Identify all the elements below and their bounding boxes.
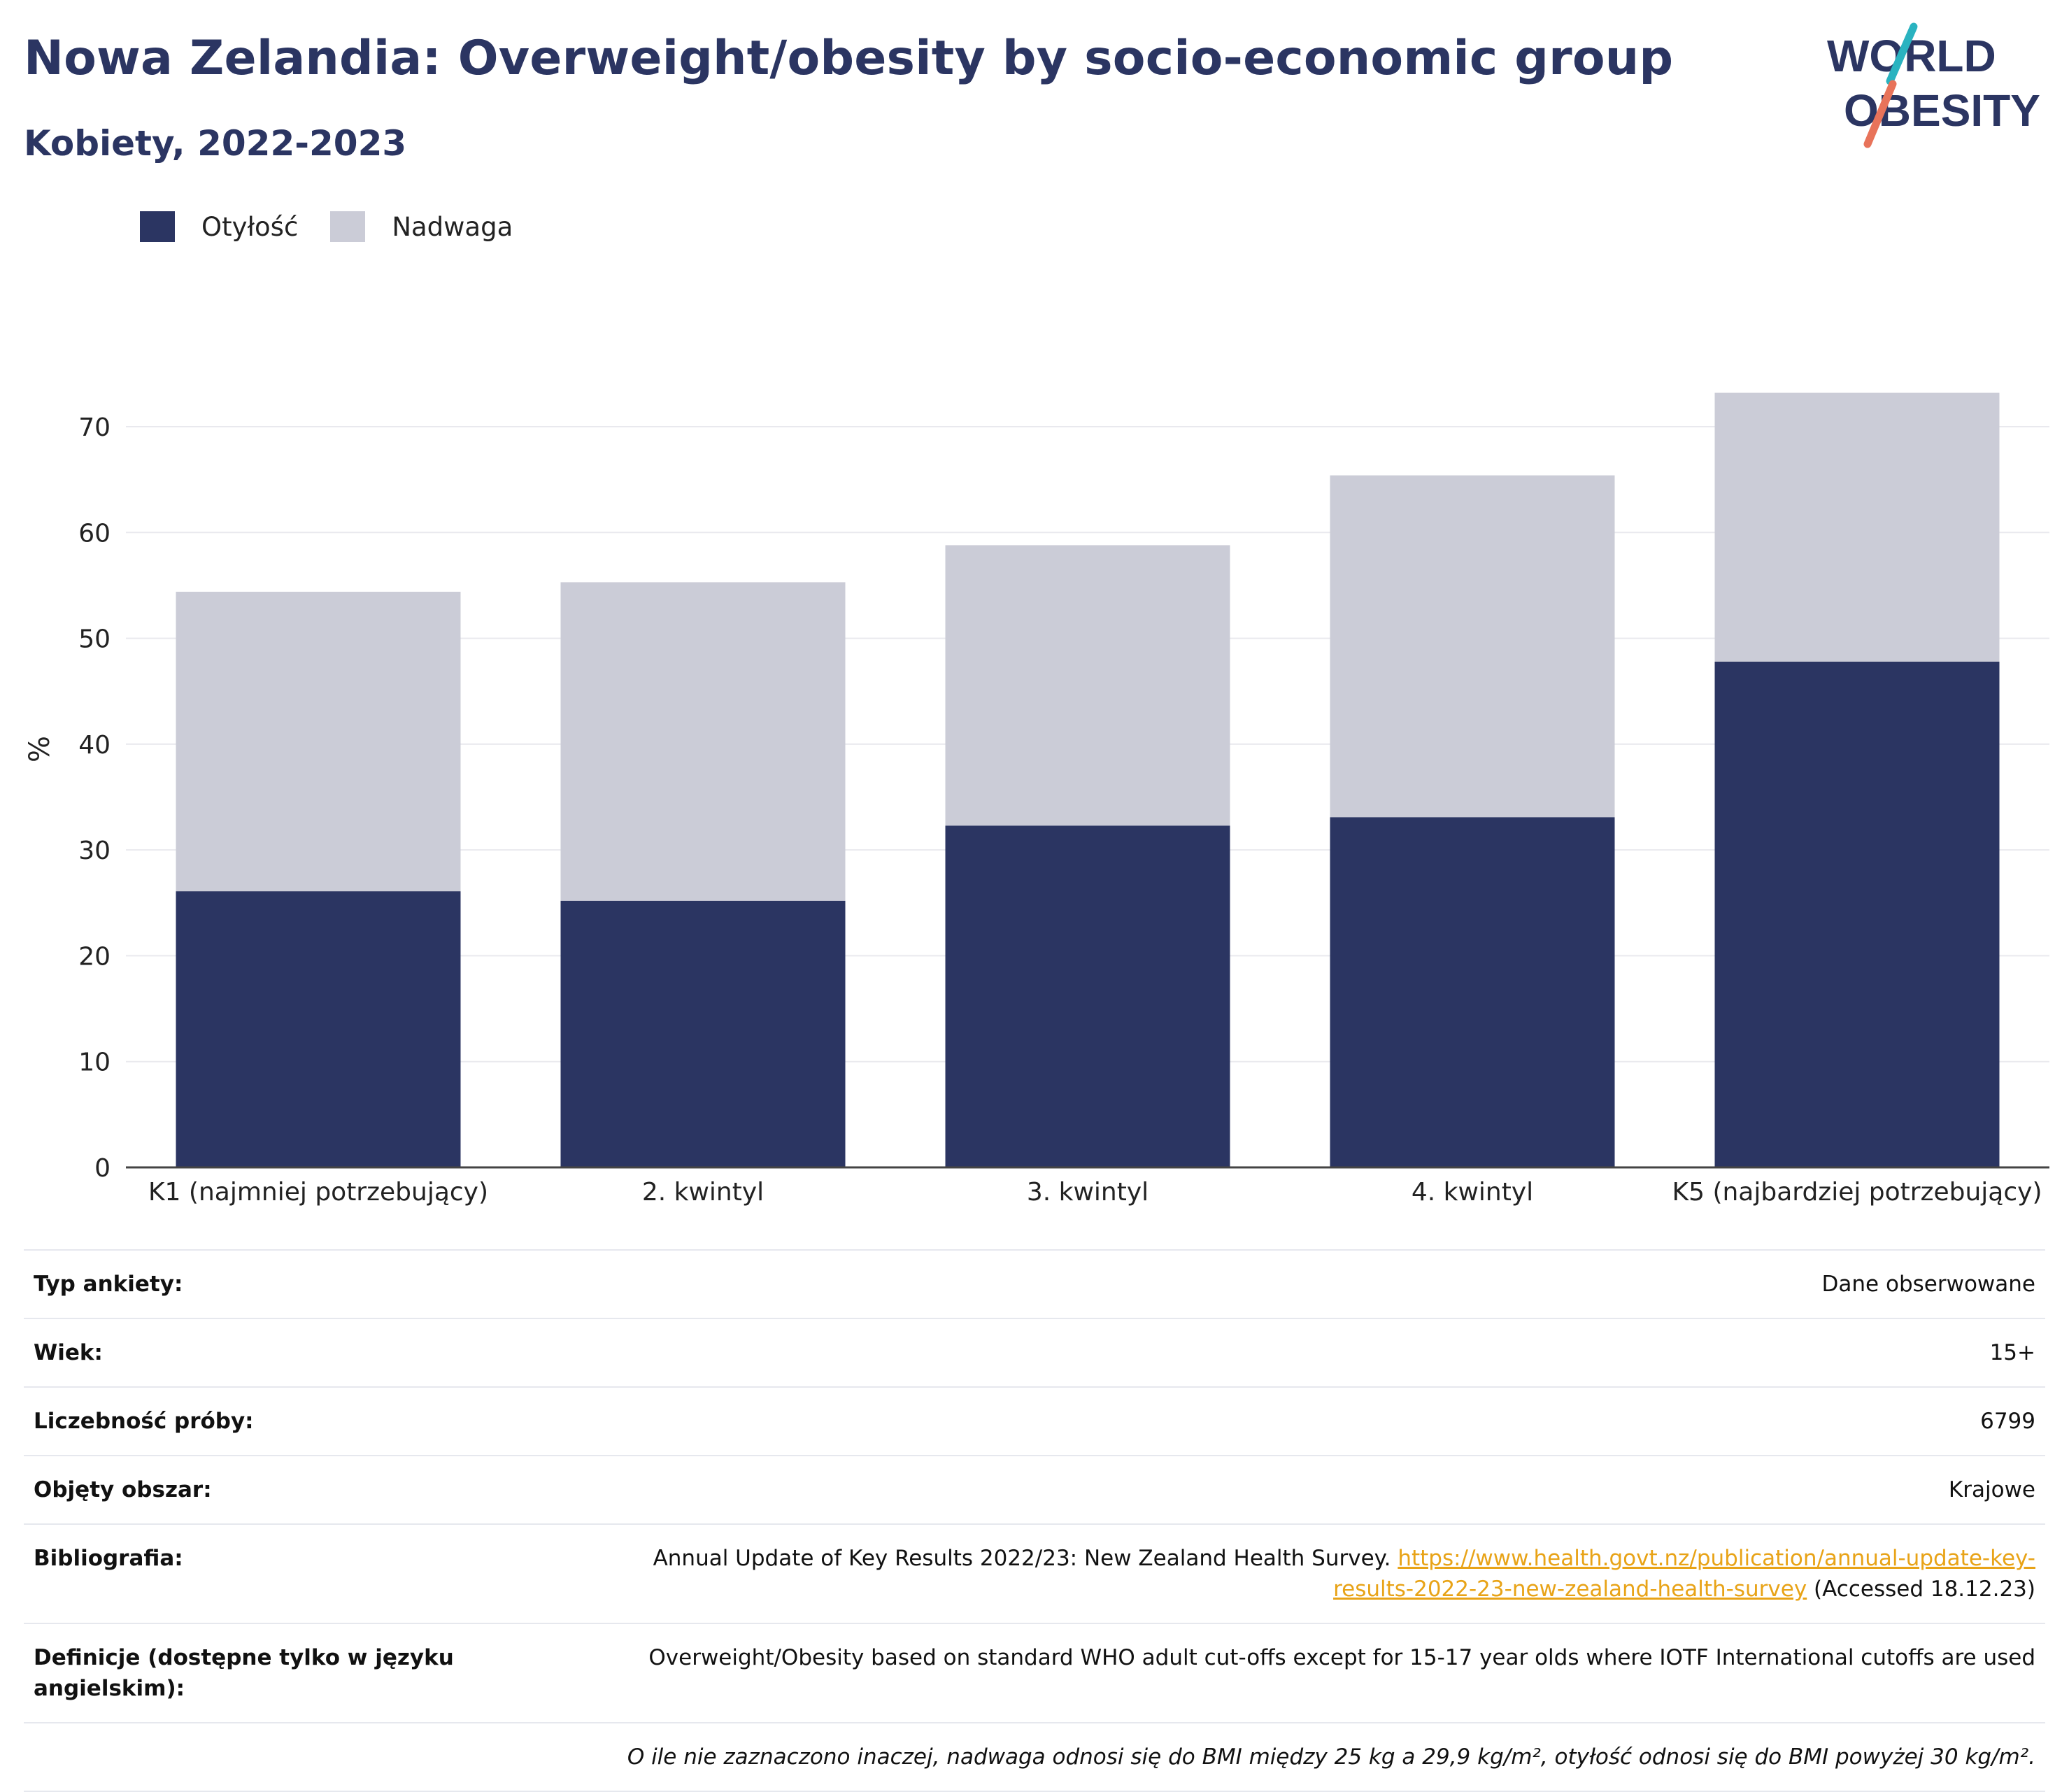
bar-overweight bbox=[945, 545, 1230, 826]
info-label: Objęty obszar: bbox=[34, 1477, 212, 1502]
info-value: 6799 bbox=[1980, 1409, 2035, 1434]
x-tick-label: K1 (najmniej potrzebujący) bbox=[148, 1178, 488, 1207]
x-tick-label: 3. kwintyl bbox=[1027, 1178, 1149, 1207]
info-row: Liczebność próby: 6799 bbox=[24, 1387, 2045, 1456]
bibliography-link-part1[interactable]: https://www.health.govt.nz/publication/a… bbox=[1398, 1546, 2035, 1571]
bar-obesity bbox=[176, 891, 461, 1167]
y-tick-label: 10 bbox=[78, 1048, 111, 1077]
info-value: 15+ bbox=[1989, 1340, 2035, 1365]
stacked-bar-chart: 0 10 20 30 40 50 60 70 K1 (najmniej potrzebujący… bbox=[78, 392, 2049, 1207]
x-tick-label: 4. kwintyl bbox=[1412, 1178, 1533, 1207]
info-row-definitions: Definicje (dostępne tylko w języku angie… bbox=[24, 1623, 2045, 1723]
info-row: Objęty obszar: Krajowe bbox=[24, 1456, 2045, 1524]
info-label: Liczebność próby: bbox=[34, 1409, 254, 1434]
info-label-bibliography: Bibliografia: bbox=[34, 1546, 183, 1571]
info-row: Wiek: 15+ bbox=[24, 1318, 2045, 1387]
info-row-bibliography: Bibliografia: Annual Update of Key Resul… bbox=[24, 1524, 2045, 1623]
info-value-bibliography: Annual Update of Key Results 2022/23: Ne… bbox=[481, 1524, 2045, 1623]
y-tick-label: 20 bbox=[78, 942, 111, 971]
y-axis-title: % bbox=[24, 735, 56, 762]
info-value: Krajowe bbox=[1948, 1477, 2035, 1502]
info-value-definitions: Overweight/Obesity based on standard WHO… bbox=[648, 1645, 2035, 1670]
info-value-note: O ile nie zaznaczono inaczej, nadwaga od… bbox=[627, 1744, 2035, 1770]
bar-overweight bbox=[176, 592, 461, 892]
bibliography-accessed: (Accessed 18.12.23) bbox=[1814, 1577, 2035, 1602]
bibliography-link[interactable]: https://www.health.govt.nz/publication/a… bbox=[1333, 1546, 2035, 1602]
world-obesity-logo: WORLD OBESITY bbox=[1827, 22, 2040, 148]
bar-overweight bbox=[560, 582, 846, 901]
x-tick-label: 2. kwintyl bbox=[642, 1178, 764, 1207]
bar-obesity bbox=[1330, 817, 1615, 1167]
info-row: Typ ankiety: Dane obserwowane bbox=[24, 1250, 2045, 1318]
y-tick-label: 50 bbox=[78, 625, 111, 654]
info-row-note: O ile nie zaznaczono inaczej, nadwaga od… bbox=[24, 1723, 2045, 1791]
legend: Otyłość Nadwaga bbox=[140, 207, 545, 246]
legend-item-obesity[interactable]: Otyłość bbox=[140, 211, 298, 242]
bar-overweight bbox=[1330, 475, 1615, 818]
chart-subtitle: Kobiety, 2022-2023 bbox=[24, 123, 407, 164]
bar-obesity bbox=[945, 825, 1230, 1167]
legend-label-obesity: Otyłość bbox=[201, 211, 299, 242]
bar-overweight bbox=[1714, 392, 2000, 662]
info-label: Typ ankiety: bbox=[34, 1272, 183, 1297]
info-label-definitions: Definicje (dostępne tylko w języku angie… bbox=[34, 1645, 454, 1701]
info-value: Dane obserwowane bbox=[1821, 1272, 2035, 1297]
chart-title: Nowa Zelandia: Overweight/obesity by soc… bbox=[24, 31, 1674, 86]
y-tick-label: 30 bbox=[78, 837, 111, 865]
y-tick-label: 70 bbox=[78, 413, 111, 442]
y-tick-label: 0 bbox=[94, 1154, 111, 1183]
logo-slash-teal bbox=[1886, 22, 1918, 85]
x-tick-label: K5 (najbardziej potrzebujący) bbox=[1672, 1178, 2042, 1207]
legend-label-overweight: Nadwaga bbox=[392, 211, 513, 242]
info-table: Typ ankiety: Dane obserwowane Wiek: 15+ Licz… bbox=[24, 1249, 2045, 1792]
legend-swatch-obesity bbox=[140, 211, 175, 242]
bar-obesity bbox=[1714, 661, 2000, 1167]
bibliography-link-part2[interactable]: results-2022-23-new-zealand-health-surve… bbox=[1333, 1577, 1807, 1602]
info-label-note-empty bbox=[24, 1723, 481, 1791]
y-tick-label: 40 bbox=[78, 731, 111, 760]
bar-obesity bbox=[560, 900, 846, 1167]
legend-item-overweight[interactable]: Nadwaga bbox=[330, 211, 513, 242]
y-tick-label: 60 bbox=[78, 519, 111, 548]
bibliography-text: Annual Update of Key Results 2022/23: Ne… bbox=[653, 1546, 1391, 1571]
logo-slash-coral bbox=[1863, 80, 1897, 148]
legend-swatch-overweight bbox=[330, 211, 366, 242]
info-label: Wiek: bbox=[34, 1340, 103, 1365]
